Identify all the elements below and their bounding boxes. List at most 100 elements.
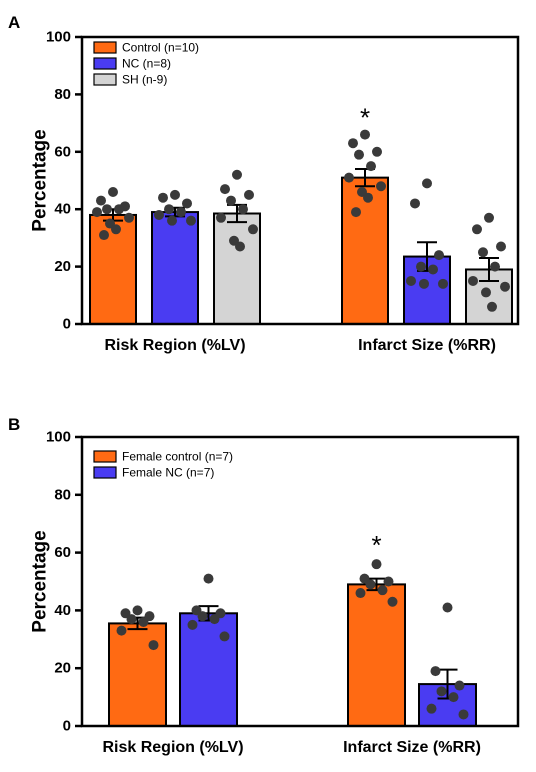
data-point bbox=[458, 709, 469, 720]
panel-letter: B bbox=[8, 415, 20, 434]
x-category-label: Risk Region (%LV) bbox=[104, 337, 245, 354]
data-point bbox=[496, 241, 506, 252]
data-point bbox=[167, 215, 177, 226]
data-point bbox=[442, 602, 453, 613]
data-point bbox=[238, 204, 248, 215]
data-point bbox=[410, 198, 420, 209]
data-point bbox=[468, 275, 478, 286]
data-point bbox=[182, 198, 192, 209]
data-point bbox=[138, 616, 149, 627]
data-point bbox=[96, 195, 106, 206]
significance-star: * bbox=[371, 530, 381, 560]
data-point bbox=[170, 189, 180, 200]
y-tick-label: 100 bbox=[46, 29, 71, 46]
data-point bbox=[363, 192, 373, 203]
data-point bbox=[220, 184, 230, 195]
data-point bbox=[354, 149, 364, 160]
data-point bbox=[372, 146, 382, 157]
data-point bbox=[102, 204, 112, 215]
data-point bbox=[478, 247, 488, 258]
data-point bbox=[366, 161, 376, 172]
data-point bbox=[219, 631, 230, 642]
data-point bbox=[344, 172, 354, 183]
data-point bbox=[99, 230, 109, 241]
data-point bbox=[454, 680, 465, 691]
y-tick-label: 80 bbox=[54, 86, 71, 103]
y-tick-label: 40 bbox=[54, 201, 71, 218]
data-point bbox=[484, 212, 494, 223]
data-point bbox=[355, 588, 366, 599]
y-tick-label: 20 bbox=[54, 258, 71, 275]
data-point bbox=[434, 250, 444, 261]
data-point bbox=[164, 204, 174, 215]
bar bbox=[341, 176, 389, 325]
data-point bbox=[158, 192, 168, 203]
data-point bbox=[124, 212, 134, 223]
data-point bbox=[351, 207, 361, 218]
data-point bbox=[244, 189, 254, 200]
y-axis-label: Percentage bbox=[30, 530, 51, 632]
data-point bbox=[438, 278, 448, 289]
y-tick-label: 60 bbox=[54, 544, 71, 561]
significance-star: * bbox=[360, 103, 370, 133]
legend-label: Female NC (n=7) bbox=[122, 466, 214, 480]
data-point bbox=[148, 640, 159, 651]
data-point bbox=[92, 207, 102, 218]
y-tick-label: 100 bbox=[46, 429, 71, 446]
data-point bbox=[187, 619, 198, 630]
legend-label: Female control (n=7) bbox=[122, 450, 233, 464]
data-point bbox=[108, 186, 118, 197]
data-point bbox=[387, 596, 398, 607]
data-point bbox=[422, 178, 432, 189]
data-point bbox=[430, 666, 441, 677]
bar bbox=[347, 583, 406, 728]
bar bbox=[151, 211, 199, 326]
data-point bbox=[490, 261, 500, 272]
y-tick-label: 20 bbox=[54, 660, 71, 677]
data-point bbox=[248, 224, 258, 235]
data-point bbox=[132, 605, 143, 616]
data-point bbox=[226, 195, 236, 206]
data-point bbox=[426, 703, 437, 714]
data-point bbox=[383, 576, 394, 587]
legend-swatch bbox=[93, 450, 117, 463]
data-point bbox=[448, 692, 459, 703]
data-point bbox=[376, 181, 386, 192]
data-point bbox=[209, 614, 220, 625]
legend-label: Control (n=10) bbox=[122, 41, 199, 55]
y-axis-label: Percentage bbox=[30, 129, 51, 231]
data-point bbox=[116, 625, 127, 636]
data-point bbox=[428, 264, 438, 275]
x-category-label: Infarct Size (%RR) bbox=[358, 337, 496, 354]
data-point bbox=[436, 686, 447, 697]
legend-label: NC (n=8) bbox=[122, 57, 171, 71]
data-point bbox=[500, 281, 510, 292]
data-point bbox=[365, 579, 376, 590]
x-category-label: Infarct Size (%RR) bbox=[343, 739, 481, 756]
y-tick-label: 0 bbox=[63, 316, 71, 333]
data-point bbox=[481, 287, 491, 298]
panel-letter: A bbox=[8, 13, 20, 32]
legend-label: SH (n-9) bbox=[122, 73, 167, 87]
panel-a: A 0 20 40 60 80 100 Percentage * Risk Region (%LV… bbox=[8, 13, 520, 354]
data-point bbox=[176, 207, 186, 218]
data-point bbox=[203, 573, 214, 584]
data-point bbox=[419, 278, 429, 289]
data-point bbox=[186, 215, 196, 226]
data-point bbox=[154, 209, 164, 220]
data-point bbox=[360, 129, 370, 140]
x-category-label: Risk Region (%LV) bbox=[102, 739, 243, 756]
legend-swatch bbox=[93, 57, 117, 70]
y-tick-label: 80 bbox=[54, 486, 71, 503]
data-point bbox=[216, 212, 226, 223]
data-point bbox=[111, 224, 121, 235]
legend-swatch bbox=[93, 466, 117, 479]
panel-b: B 0 20 40 60 80 100 Percentage * Risk Region (%LV… bbox=[8, 415, 520, 756]
legend-swatch bbox=[93, 73, 117, 86]
plot-frame bbox=[80, 35, 520, 326]
data-point bbox=[114, 204, 124, 215]
data-point bbox=[235, 241, 245, 252]
data-point bbox=[406, 275, 416, 286]
data-point bbox=[348, 138, 358, 149]
